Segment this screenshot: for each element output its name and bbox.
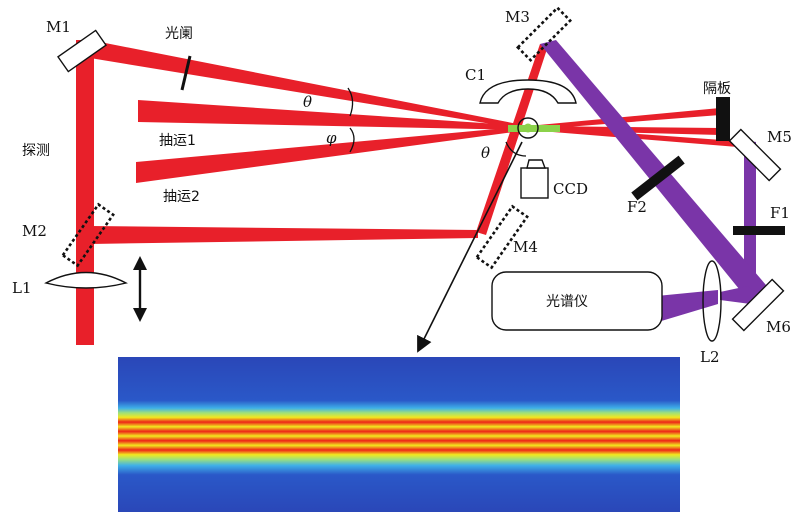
- label-c1: C1: [465, 66, 486, 84]
- sample: [508, 117, 560, 139]
- label-f2: F2: [627, 198, 647, 216]
- lens-l1: [44, 271, 128, 289]
- spectrometer-box: [491, 271, 663, 331]
- label-l1: L1: [12, 279, 32, 297]
- angle-theta-top-arc: [347, 87, 354, 117]
- label-m5: M5: [767, 128, 792, 146]
- label-phi: φ: [326, 129, 337, 147]
- mirror-m1: [57, 29, 107, 73]
- angle-phi-arc: [349, 127, 355, 153]
- label-m2: M2: [22, 222, 47, 240]
- label-aperture: 光阑: [165, 26, 193, 42]
- label-m4: M4: [513, 238, 538, 256]
- mirror-m5: [728, 128, 782, 182]
- filter-f1: [733, 226, 785, 235]
- label-spectrometer: 光谱仪: [546, 294, 588, 310]
- label-f1: F1: [770, 204, 790, 222]
- label-m1: M1: [46, 18, 71, 36]
- baffle: [716, 97, 730, 141]
- label-pump2: 抽运2: [163, 189, 200, 205]
- label-probe: 探测: [22, 143, 50, 159]
- label-ccd: CCD: [553, 180, 588, 198]
- mirror-m6: [731, 278, 785, 332]
- probe-beam: [76, 40, 548, 345]
- mirror-m2: [61, 202, 115, 268]
- label-theta-bottom: θ: [481, 144, 490, 162]
- label-baffle: 隔板: [703, 81, 731, 97]
- aperture-stop: [180, 55, 192, 91]
- condenser-c1: [479, 79, 577, 104]
- filter-f2: [631, 155, 685, 201]
- label-theta-top: θ: [303, 93, 312, 111]
- lens-l2: [702, 260, 722, 342]
- label-l2: L2: [700, 348, 720, 366]
- inset-arrow: [417, 141, 523, 353]
- mirror-m4: [475, 204, 529, 270]
- lens-l1-translation-arrow: [133, 256, 147, 322]
- label-m3: M3: [505, 8, 530, 26]
- ccd-camera: [520, 159, 549, 199]
- interference-image: [118, 357, 680, 512]
- angle-theta-bottom-arc: [505, 141, 527, 157]
- label-pump1: 抽运1: [159, 133, 196, 149]
- label-m6: M6: [766, 318, 791, 336]
- mirror-m3: [515, 5, 573, 63]
